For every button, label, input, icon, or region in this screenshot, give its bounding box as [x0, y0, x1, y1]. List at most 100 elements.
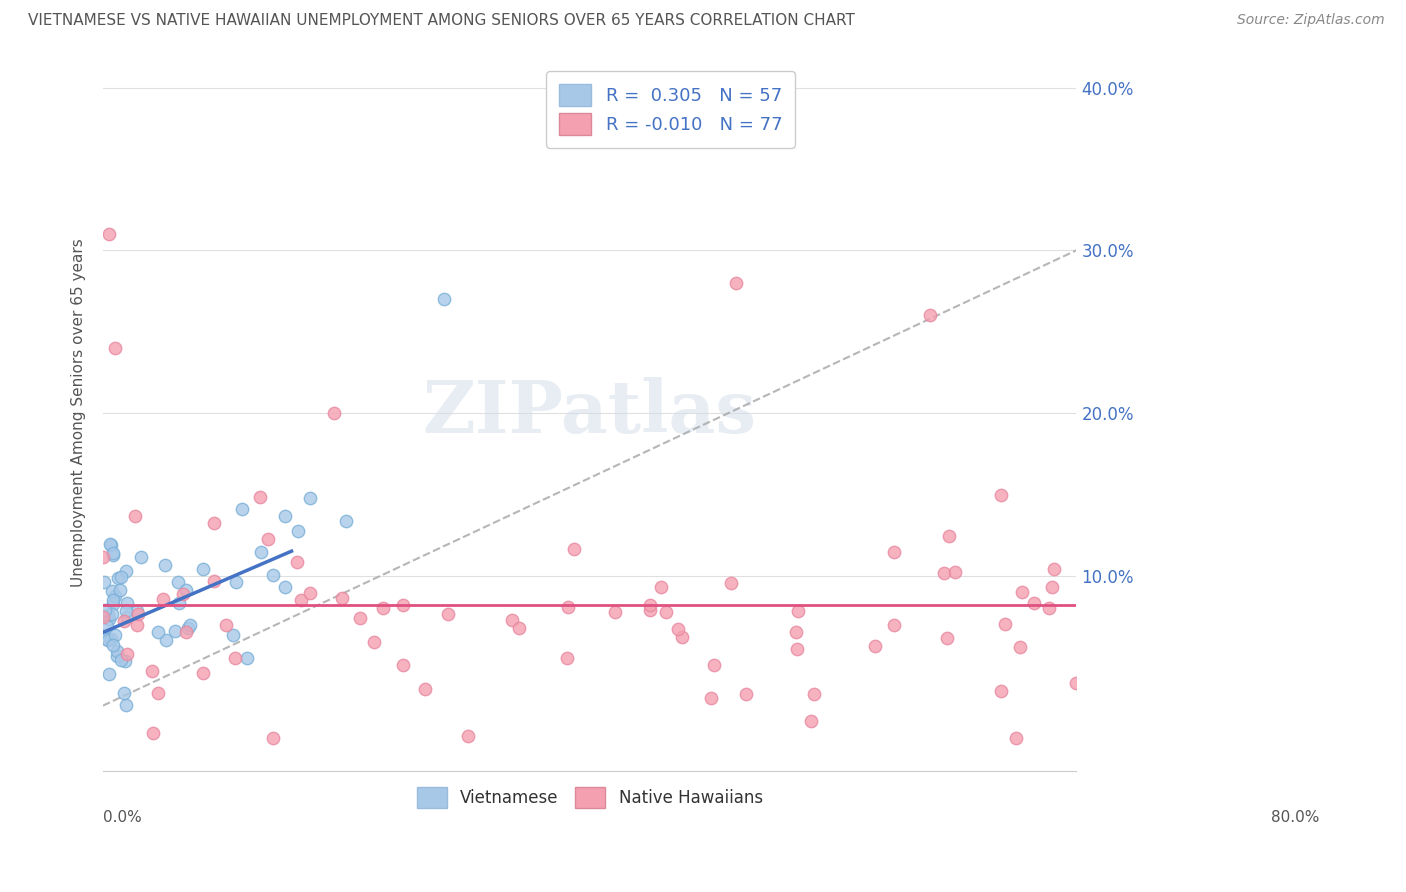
Point	[179, 617, 201, 632]
Point	[373, 600, 395, 615]
Point	[274, 580, 297, 594]
Point	[990, 488, 1012, 502]
Point	[638, 603, 661, 617]
Point	[1043, 562, 1066, 576]
Point	[114, 654, 136, 668]
Point	[249, 490, 271, 504]
Point	[115, 698, 138, 713]
Point	[323, 406, 346, 420]
Point	[666, 622, 689, 636]
Point	[994, 617, 1017, 632]
Point	[110, 570, 132, 584]
Point	[176, 625, 198, 640]
Point	[174, 582, 197, 597]
Point	[1022, 596, 1045, 610]
Point	[508, 621, 530, 635]
Point	[105, 644, 128, 658]
Point	[163, 624, 186, 638]
Point	[934, 566, 956, 580]
Point	[141, 665, 163, 679]
Point	[298, 491, 321, 505]
Point	[131, 550, 153, 565]
Point	[638, 598, 661, 612]
Point	[335, 515, 357, 529]
Point	[101, 584, 124, 599]
Point	[702, 657, 724, 672]
Point	[155, 632, 177, 647]
Point	[734, 688, 756, 702]
Point	[97, 608, 120, 623]
Point	[215, 618, 238, 632]
Point	[146, 686, 169, 700]
Point	[101, 638, 124, 652]
Point	[191, 665, 214, 680]
Point	[363, 634, 385, 648]
Text: Source: ZipAtlas.com: Source: ZipAtlas.com	[1237, 13, 1385, 28]
Point	[93, 603, 115, 617]
Point	[262, 568, 284, 582]
Point	[110, 653, 132, 667]
Point	[920, 309, 942, 323]
Point	[262, 731, 284, 746]
Point	[555, 651, 578, 665]
Point	[177, 621, 200, 635]
Point	[202, 574, 225, 588]
Point	[172, 587, 194, 601]
Text: 80.0%: 80.0%	[1271, 810, 1320, 825]
Point	[193, 562, 215, 576]
Point	[221, 628, 243, 642]
Point	[152, 592, 174, 607]
Point	[101, 607, 124, 621]
Point	[104, 627, 127, 641]
Point	[100, 538, 122, 552]
Point	[298, 586, 321, 600]
Point	[603, 605, 626, 619]
Point	[1066, 676, 1088, 690]
Point	[457, 729, 479, 743]
Point	[167, 596, 190, 610]
Point	[433, 292, 456, 306]
Point	[1038, 600, 1060, 615]
Legend: Vietnamese, Native Hawaiians: Vietnamese, Native Hawaiians	[408, 779, 770, 816]
Text: VIETNAMESE VS NATIVE HAWAIIAN UNEMPLOYMENT AMONG SENIORS OVER 65 YEARS CORRELATI: VIETNAMESE VS NATIVE HAWAIIAN UNEMPLOYME…	[28, 13, 855, 29]
Point	[98, 666, 121, 681]
Point	[274, 509, 297, 524]
Point	[98, 537, 121, 551]
Point	[224, 651, 246, 665]
Point	[127, 604, 149, 618]
Point	[103, 548, 125, 562]
Point	[100, 632, 122, 646]
Point	[225, 574, 247, 589]
Text: ZIPatlas: ZIPatlas	[423, 377, 756, 449]
Point	[787, 603, 810, 617]
Point	[166, 574, 188, 589]
Point	[103, 592, 125, 607]
Point	[671, 630, 693, 644]
Point	[98, 612, 121, 626]
Point	[1010, 640, 1032, 654]
Point	[115, 604, 138, 618]
Point	[800, 714, 823, 729]
Point	[104, 589, 127, 603]
Point	[562, 541, 585, 556]
Point	[104, 341, 127, 355]
Point	[202, 516, 225, 530]
Point	[1040, 580, 1063, 594]
Point	[108, 582, 131, 597]
Point	[96, 632, 118, 646]
Point	[105, 649, 128, 664]
Point	[1004, 731, 1026, 746]
Point	[257, 532, 280, 546]
Point	[107, 572, 129, 586]
Point	[93, 574, 115, 589]
Point	[155, 558, 177, 572]
Point	[146, 624, 169, 639]
Point	[117, 648, 139, 662]
Point	[1011, 585, 1033, 599]
Point	[98, 227, 121, 241]
Point	[943, 565, 966, 579]
Point	[101, 598, 124, 612]
Point	[285, 555, 308, 569]
Point	[250, 545, 273, 559]
Point	[142, 726, 165, 740]
